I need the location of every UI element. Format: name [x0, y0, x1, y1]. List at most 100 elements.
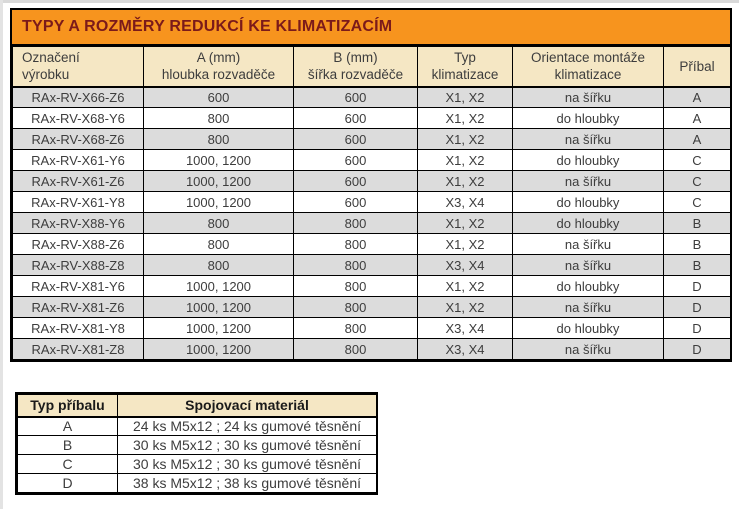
- table-cell: 800: [293, 317, 418, 339]
- table-cell: B: [17, 435, 118, 455]
- table-cell: na šířku: [512, 296, 664, 318]
- table-cell: 800: [143, 254, 294, 276]
- screenshot-edge-left: [0, 0, 3, 509]
- table-cell: 1000, 1200: [143, 149, 294, 171]
- table-cell: X3, X4: [417, 191, 513, 213]
- column-header-ac-type: Typ klimatizace: [417, 46, 513, 88]
- column-header-product-code: Označení výrobku: [12, 46, 144, 88]
- table-row: C 30 ks M5x12 ; 30 ks gumové těsnění: [17, 454, 377, 474]
- table-row: RAx-RV-X81-Y8 1000, 1200 800 X3, X4 do hloub…: [12, 317, 731, 339]
- table-row: B 30 ks M5x12 ; 30 ks gumové těsnění: [17, 435, 377, 455]
- table-cell: RAx-RV-X88-Z8: [12, 254, 144, 276]
- table-cell: 1000, 1200: [143, 170, 294, 192]
- table-row: RAx-RV-X88-Z8 800 800 X3, X4 na šířku B: [12, 254, 731, 276]
- table-cell: do hloubky: [512, 191, 664, 213]
- table-cell: do hloubky: [512, 317, 664, 339]
- table-cell: A: [663, 86, 731, 108]
- table-cell: C: [17, 454, 118, 474]
- table-cell: 1000, 1200: [143, 317, 294, 339]
- table-cell: D: [17, 473, 118, 493]
- table-cell: X1, X2: [417, 275, 513, 297]
- table-body: A 24 ks M5x12 ; 24 ks gumové těsnění B 30 k…: [17, 416, 377, 493]
- table-cell: RAx-RV-X81-Z6: [12, 296, 144, 318]
- table-row: RAx-RV-X61-Y8 1000, 1200 600 X3, X4 do hloub…: [12, 191, 731, 213]
- table-cell: RAx-RV-X88-Z6: [12, 233, 144, 255]
- table-cell: B: [663, 254, 731, 276]
- table-cell: D: [663, 296, 731, 318]
- table-cell: do hloubky: [512, 275, 664, 297]
- table-cell: 800: [143, 128, 294, 150]
- accessory-table-panel: Typ příbalu Spojovací materiál A 24 ks M5…: [15, 392, 378, 495]
- table-cell: B: [663, 212, 731, 234]
- table-body: RAx-RV-X66-Z6 600 600 X1, X2 na šířku A RAx-RV…: [12, 86, 731, 360]
- table-cell: B: [663, 233, 731, 255]
- table-cell: X1, X2: [417, 212, 513, 234]
- table-cell: D: [663, 317, 731, 339]
- screenshot-edge-top: [0, 0, 739, 3]
- table-row: RAx-RV-X68-Y6 800 600 X1, X2 do hloubky A: [12, 107, 731, 129]
- table-cell: RAx-RV-X61-Y8: [12, 191, 144, 213]
- table-cell: A: [663, 107, 731, 129]
- table-cell: 800: [143, 107, 294, 129]
- table-cell: do hloubky: [512, 107, 664, 129]
- column-header-depth-a: A (mm) hloubka rozvaděče: [143, 46, 294, 88]
- table-cell: 800: [293, 233, 418, 255]
- table-cell: na šířku: [512, 254, 664, 276]
- table-cell: C: [663, 191, 731, 213]
- table-cell: 30 ks M5x12 ; 30 ks gumové těsnění: [117, 435, 377, 455]
- table-cell: 800: [143, 212, 294, 234]
- table-cell: X1, X2: [417, 149, 513, 171]
- table-cell: X3, X4: [417, 254, 513, 276]
- table-row: RAx-RV-X88-Z6 800 800 X1, X2 na šířku B: [12, 233, 731, 255]
- table-cell: 600: [293, 86, 418, 108]
- table-row: RAx-RV-X61-Y6 1000, 1200 600 X1, X2 do hloub…: [12, 149, 731, 171]
- packing-material-table: Typ příbalu Spojovací materiál A 24 ks M5…: [17, 394, 377, 493]
- table-cell: na šířku: [512, 338, 664, 360]
- table-cell: na šířku: [512, 128, 664, 150]
- table-cell: 38 ks M5x12 ; 38 ks gumové těsnění: [117, 473, 377, 493]
- table-row: RAx-RV-X68-Z6 800 600 X1, X2 na šířku A: [12, 128, 731, 150]
- table-cell: 1000, 1200: [143, 275, 294, 297]
- table-cell: 600: [293, 170, 418, 192]
- table-cell: X1, X2: [417, 233, 513, 255]
- table-cell: do hloubky: [512, 212, 664, 234]
- column-header-width-b: B (mm) šířka rozvaděče: [293, 46, 418, 88]
- dimensions-table-panel: TYPY A ROZMĚRY REDUKCÍ KE KLIMATIZACÍM O…: [10, 8, 732, 362]
- table-cell: 800: [293, 254, 418, 276]
- table-cell: RAx-RV-X81-Y8: [12, 317, 144, 339]
- table-cell: RAx-RV-X61-Y6: [12, 149, 144, 171]
- table-row: D 38 ks M5x12 ; 38 ks gumové těsnění: [17, 473, 377, 493]
- table-row: RAx-RV-X81-Z8 1000, 1200 800 X3, X4 na šířku…: [12, 338, 731, 360]
- table-cell: 800: [293, 296, 418, 318]
- column-header-orientation: Orientace montáže klimatizace: [512, 46, 664, 88]
- table-cell: na šířku: [512, 233, 664, 255]
- column-header-package-type: Typ příbalu: [17, 394, 118, 418]
- table-cell: RAx-RV-X88-Y6: [12, 212, 144, 234]
- table-cell: X3, X4: [417, 338, 513, 360]
- table-cell: RAx-RV-X61-Z6: [12, 170, 144, 192]
- table-cell: RAx-RV-X81-Y6: [12, 275, 144, 297]
- table-row: RAx-RV-X88-Y6 800 800 X1, X2 do hloubky B: [12, 212, 731, 234]
- table-cell: 800: [293, 275, 418, 297]
- table-cell: 1000, 1200: [143, 191, 294, 213]
- table-row: A 24 ks M5x12 ; 24 ks gumové těsnění: [17, 416, 377, 436]
- table-cell: RAx-RV-X68-Z6: [12, 128, 144, 150]
- table-cell: 800: [293, 212, 418, 234]
- table-cell: X1, X2: [417, 296, 513, 318]
- table-cell: X1, X2: [417, 107, 513, 129]
- table-cell: X1, X2: [417, 128, 513, 150]
- table-cell: 1000, 1200: [143, 296, 294, 318]
- table-cell: 600: [293, 191, 418, 213]
- table-cell: D: [663, 275, 731, 297]
- table-cell: 800: [293, 338, 418, 360]
- table-cell: D: [663, 338, 731, 360]
- table-cell: 24 ks M5x12 ; 24 ks gumové těsnění: [117, 416, 377, 436]
- table-header-row: Typ příbalu Spojovací materiál: [17, 394, 377, 418]
- table-row: RAx-RV-X81-Z6 1000, 1200 800 X1, X2 na šířku…: [12, 296, 731, 318]
- table-cell: C: [663, 170, 731, 192]
- table-cell: C: [663, 149, 731, 171]
- table-row: RAx-RV-X61-Z6 1000, 1200 600 X1, X2 na šířku…: [12, 170, 731, 192]
- table-header-row: Označení výrobku A (mm) hloubka rozvaděč…: [12, 46, 731, 88]
- table-cell: X3, X4: [417, 317, 513, 339]
- reducer-dimensions-table: Označení výrobku A (mm) hloubka rozvaděč…: [12, 46, 731, 360]
